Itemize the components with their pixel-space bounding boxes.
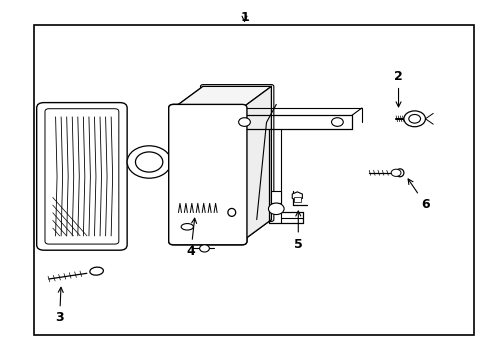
Polygon shape — [173, 86, 271, 108]
Circle shape — [408, 114, 420, 123]
FancyBboxPatch shape — [37, 103, 127, 250]
Text: 3: 3 — [55, 287, 64, 324]
FancyBboxPatch shape — [168, 104, 246, 245]
Text: 6: 6 — [407, 179, 429, 211]
Ellipse shape — [181, 224, 193, 230]
Bar — [271, 191, 281, 203]
Bar — [293, 197, 300, 202]
Ellipse shape — [227, 208, 235, 216]
FancyBboxPatch shape — [45, 109, 119, 244]
Text: 4: 4 — [186, 218, 196, 258]
Text: 5: 5 — [293, 211, 302, 251]
Polygon shape — [242, 86, 271, 241]
Circle shape — [403, 111, 425, 127]
FancyBboxPatch shape — [200, 85, 273, 221]
Circle shape — [135, 152, 163, 172]
Ellipse shape — [395, 169, 403, 177]
Text: 1: 1 — [240, 11, 248, 24]
Circle shape — [238, 118, 250, 126]
Circle shape — [268, 203, 284, 215]
Circle shape — [127, 146, 171, 178]
Text: 2: 2 — [393, 70, 402, 107]
Circle shape — [199, 245, 209, 252]
Circle shape — [331, 118, 343, 126]
Ellipse shape — [90, 267, 103, 275]
Circle shape — [390, 169, 400, 176]
FancyBboxPatch shape — [168, 104, 246, 245]
Bar — [34, 25, 473, 335]
